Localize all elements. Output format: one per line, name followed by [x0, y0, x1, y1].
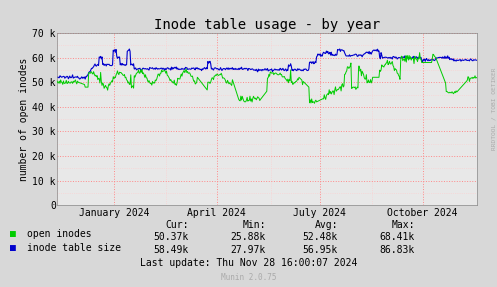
Text: Cur:: Cur: [166, 220, 189, 230]
Text: Avg:: Avg: [315, 220, 338, 230]
Y-axis label: number of open inodes: number of open inodes [19, 57, 29, 181]
Text: 27.97k: 27.97k [231, 245, 266, 255]
Text: Max:: Max: [392, 220, 415, 230]
Text: 56.95k: 56.95k [303, 245, 338, 255]
Text: 58.49k: 58.49k [154, 245, 189, 255]
Text: 50.37k: 50.37k [154, 232, 189, 242]
Text: RRDTOOL / TOBI OETIKER: RRDTOOL / TOBI OETIKER [491, 68, 496, 150]
Text: 25.88k: 25.88k [231, 232, 266, 242]
Text: 52.48k: 52.48k [303, 232, 338, 242]
Text: Min:: Min: [243, 220, 266, 230]
Text: Munin 2.0.75: Munin 2.0.75 [221, 273, 276, 282]
Text: 86.83k: 86.83k [380, 245, 415, 255]
Text: 68.41k: 68.41k [380, 232, 415, 242]
Text: inode table size: inode table size [27, 243, 121, 253]
Text: ■: ■ [10, 243, 16, 253]
Text: Last update: Thu Nov 28 16:00:07 2024: Last update: Thu Nov 28 16:00:07 2024 [140, 259, 357, 268]
Title: Inode table usage - by year: Inode table usage - by year [154, 18, 380, 32]
Text: ■: ■ [10, 229, 16, 239]
Text: open inodes: open inodes [27, 229, 92, 239]
